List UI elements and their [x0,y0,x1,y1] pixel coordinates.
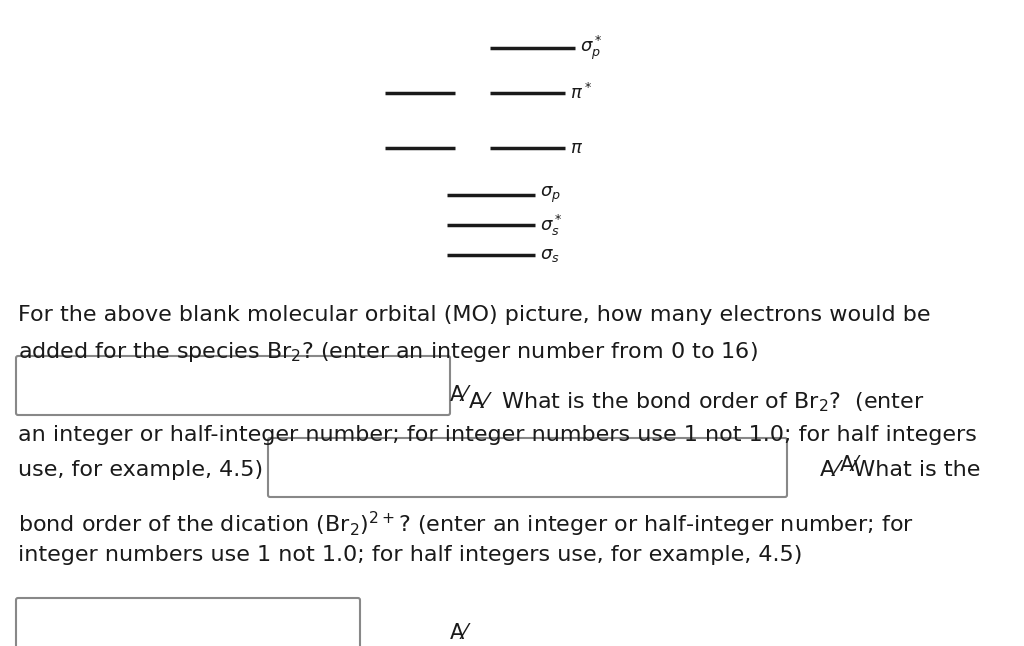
Text: added for the species Br$_2$? (enter an integer number from 0 to 16): added for the species Br$_2$? (enter an … [18,340,758,364]
Text: A⁄: A⁄ [450,623,468,643]
Text: For the above blank molecular orbital (MO) picture, how many electrons would be: For the above blank molecular orbital (M… [18,305,931,325]
Text: A⁄  What is the: A⁄ What is the [820,460,980,480]
Text: integer numbers use 1 not 1.0; for half integers use, for example, 4.5): integer numbers use 1 not 1.0; for half … [18,545,803,565]
Text: A⁄  What is the bond order of Br$_2$?  (enter: A⁄ What is the bond order of Br$_2$? (en… [468,390,925,413]
Text: $\pi$: $\pi$ [570,139,583,157]
Text: $\sigma_p$: $\sigma_p$ [540,185,561,205]
Text: $\sigma_s^*$: $\sigma_s^*$ [540,213,562,238]
Text: $\pi^*$: $\pi^*$ [570,83,592,103]
FancyBboxPatch shape [268,438,787,497]
Text: bond order of the dication (Br$_2$)$^{2+}$? (enter an integer or half-integer nu: bond order of the dication (Br$_2$)$^{2+… [18,510,914,539]
FancyBboxPatch shape [16,598,360,646]
Text: A⁄: A⁄ [450,385,468,405]
Text: $\sigma_s$: $\sigma_s$ [540,246,560,264]
Text: $\sigma_p^*$: $\sigma_p^*$ [580,34,602,62]
Text: an integer or half-integer number; for integer numbers use 1 not 1.0; for half i: an integer or half-integer number; for i… [18,425,977,445]
Text: A⁄: A⁄ [840,455,858,475]
FancyBboxPatch shape [16,356,450,415]
Text: use, for example, 4.5): use, for example, 4.5) [18,460,263,480]
